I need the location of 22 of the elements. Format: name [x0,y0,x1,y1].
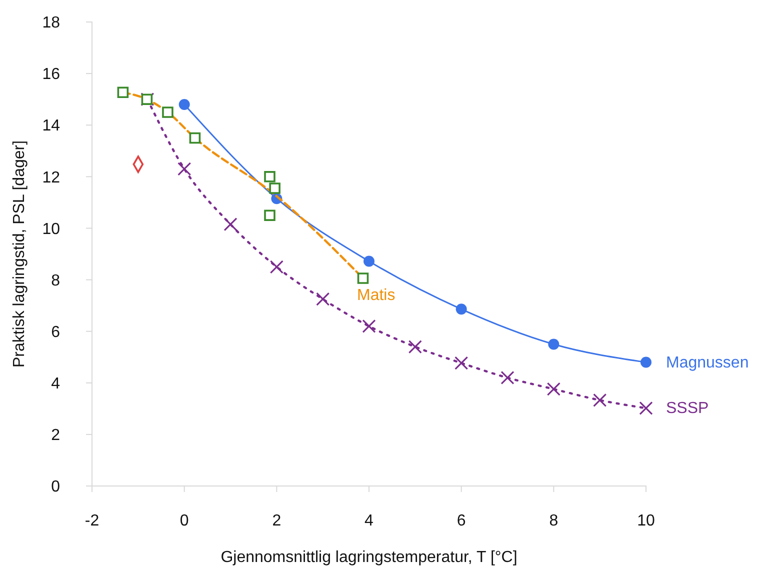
y-tick-label: 0 [51,478,60,496]
x-tick-label: 4 [364,512,374,530]
y-tick-label: 10 [42,220,60,238]
y-tick-label: 6 [51,324,60,341]
y-tick-label: 8 [51,272,60,290]
series-label: Matis [357,287,396,304]
y-tick-label: 16 [42,66,60,84]
x-tick-label: 6 [456,512,466,530]
series-label: SSSP [666,400,709,418]
y-tick-label: 2 [51,427,60,444]
y-axis-title: Praktisk lagringstid, PSL [dager] [11,140,28,368]
x-tick-label: 2 [272,512,282,530]
x-tick-label: -2 [84,512,100,530]
x-axis-title: Gjennomsnittlig lagringstemperatur, T [°C] [220,549,518,566]
y-tick-label: 14 [42,118,60,135]
series-label: Magnussen [666,354,749,372]
x-tick-label: 8 [549,512,558,530]
y-tick-label: 18 [42,14,60,32]
x-tick-label: 0 [180,512,189,530]
y-tick-label: 12 [42,169,60,186]
x-tick-label: 10 [637,512,655,530]
y-tick-label: 4 [51,375,60,392]
